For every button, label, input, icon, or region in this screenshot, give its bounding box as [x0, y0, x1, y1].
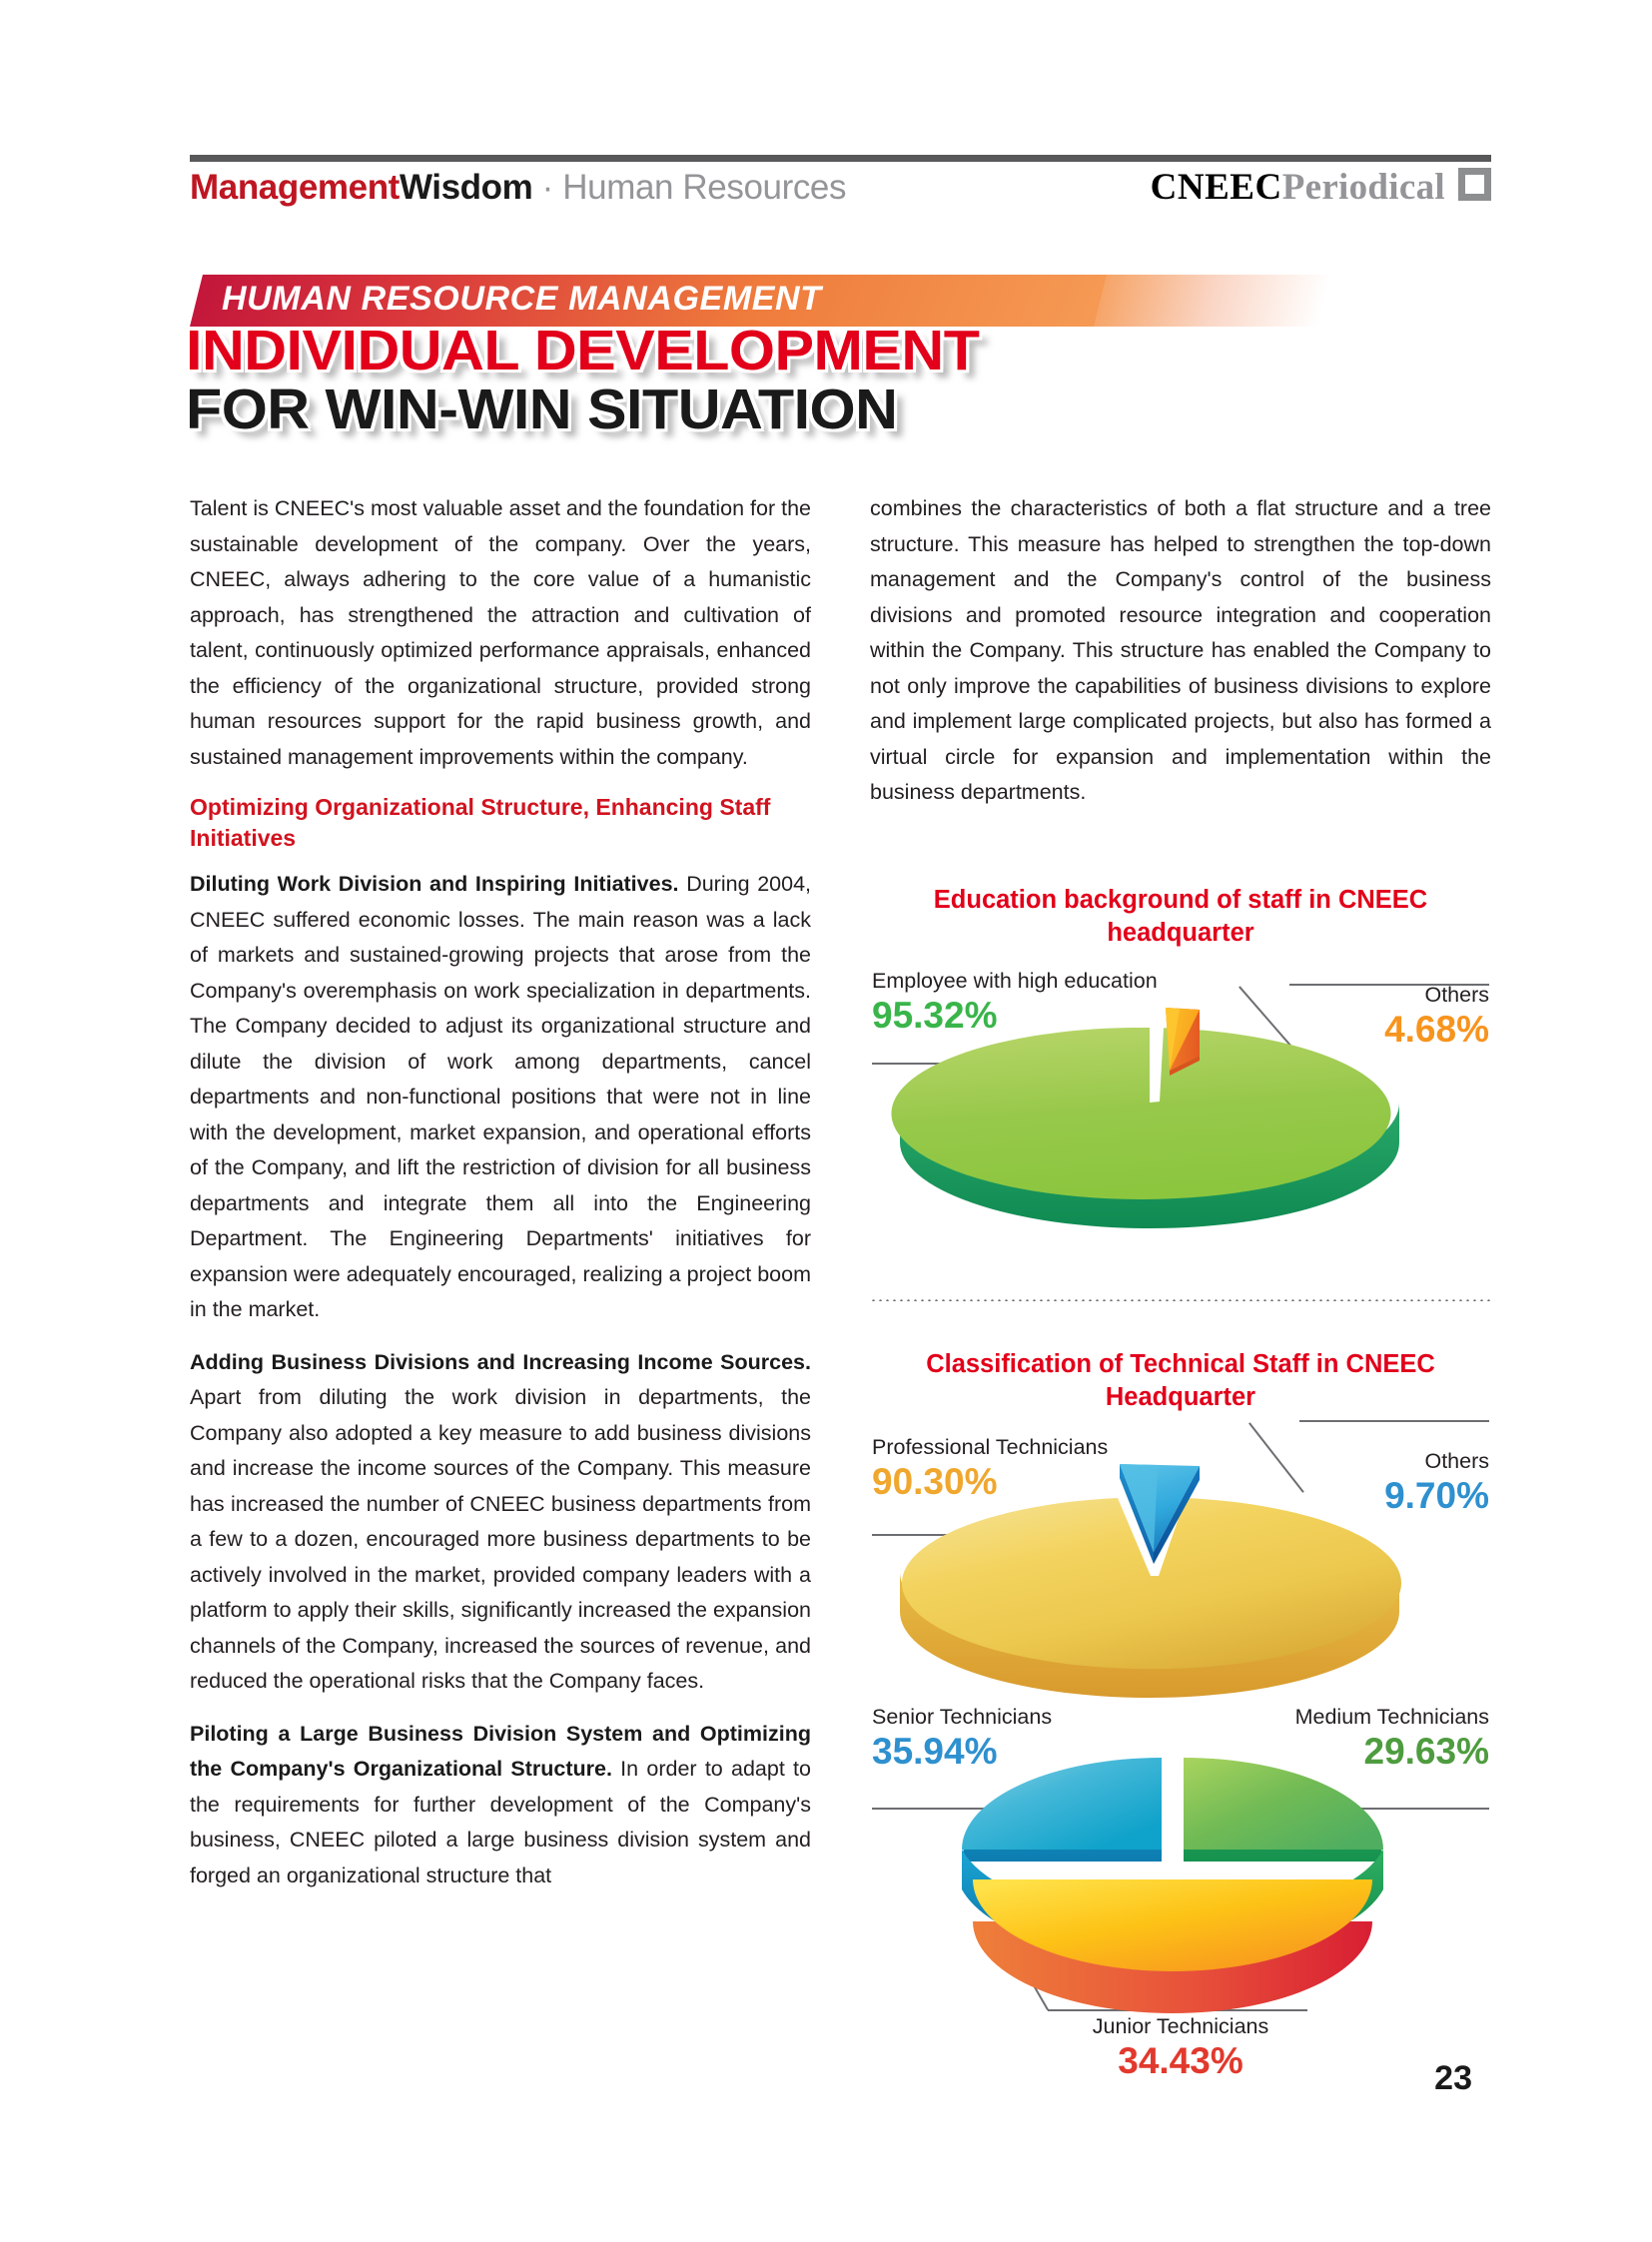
chart1-pie-graphic [891, 1008, 1399, 1228]
article-title-line1: INDIVIDUAL DEVELOPMENT [186, 319, 980, 382]
left-text-column: Talent is CNEEC's most valuable asset an… [190, 491, 811, 1893]
paragraph-piloting: Piloting a Large Business Division Syste… [190, 1717, 811, 1894]
kicker-gradient-tail [1069, 275, 1331, 327]
chart1-label-primary-name: Employee with high education [872, 969, 1158, 993]
chart1-figure: Employee with high education 95.32% Othe… [870, 968, 1491, 1272]
chart2-label-others: Others 9.70% [1384, 1448, 1489, 1517]
kicker-label: HUMAN RESOURCE MANAGEMENT [222, 280, 822, 318]
run-in-head-piloting: Piloting a Large Business Division Syste… [190, 1721, 811, 1782]
chart2-label-primary-name: Professional Technicians [872, 1435, 1109, 1459]
chart3-label-senior-value: 35.94% [872, 1731, 998, 1772]
chart2-title: Classification of Technical Staff in CNE… [926, 1350, 1435, 1411]
masthead-word-management: Management [190, 168, 400, 207]
paragraph-adding-text: Apart from diluting the work division in… [190, 1385, 811, 1693]
section-divider [870, 1298, 1491, 1301]
chart3-pie-graphic [962, 1758, 1383, 2013]
chart2-label-primary: Professional Technicians 90.30% [872, 1434, 1108, 1503]
article-title-line2: FOR WIN-WIN SITUATION [186, 377, 898, 441]
chart3-label-senior-name: Senior Technicians [872, 1705, 1053, 1729]
chart2-pie-graphic [900, 1464, 1401, 1698]
paragraph-piloting-text: In order to adapt to the requirements fo… [190, 1757, 811, 1887]
chart3-label-senior: Senior Technicians 35.94% [872, 1704, 1052, 1773]
chart3-label-medium-name: Medium Technicians [1294, 1705, 1489, 1729]
run-in-head-adding: Adding Business Divisions and Increasing… [190, 1349, 811, 1374]
page-header: ManagementWisdom · Human Resources CNEEC… [190, 166, 1491, 230]
header-rule [190, 155, 1491, 162]
paragraph-diluting-text: During 2004, CNEEC suffered economic los… [190, 872, 811, 1321]
chart1-label-others-value: 4.68% [1384, 1009, 1489, 1050]
run-in-head-diluting: Diluting Work Division and Inspiring Ini… [190, 872, 679, 896]
chart3-label-junior-value: 34.43% [1118, 2040, 1243, 2081]
chart3-label-medium: Medium Technicians 29.63% [1295, 1704, 1489, 1773]
chart1-title: Education background of staff in CNEEC h… [933, 886, 1428, 947]
chart3-leader-medium-h [1359, 1808, 1489, 1810]
chart1-label-others: Others 4.68% [1384, 982, 1489, 1051]
paragraph-intro: Talent is CNEEC's most valuable asset an… [190, 496, 811, 769]
logo-cneec: CNEEC [1150, 167, 1282, 208]
chart3-figure: Senior Technicians 35.94% Medium Technic… [870, 1704, 1491, 2103]
paragraph-continuation: combines the characteristics of both a f… [870, 496, 1491, 804]
chart2-label-primary-value: 90.30% [872, 1461, 998, 1502]
chart-education-background: Education background of staff in CNEEC h… [870, 884, 1491, 1272]
chart-technical-staff-classification: Classification of Technical Staff in CNE… [870, 1348, 1491, 1734]
logo-periodical: Periodical [1281, 167, 1445, 208]
publication-logo: CNEECPeriodical [1151, 166, 1491, 209]
paragraph-diluting: Diluting Work Division and Inspiring Ini… [190, 867, 811, 1328]
chart1-label-primary: Employee with high education 95.32% [872, 968, 1158, 1037]
article-kicker-banner: HUMAN RESOURCE MANAGEMENT [190, 275, 1331, 327]
masthead: ManagementWisdom · Human Resources [190, 168, 846, 208]
chart3-label-medium-value: 29.63% [1363, 1731, 1490, 1772]
logo-square-icon [1458, 168, 1491, 201]
paragraph-adding-divisions: Adding Business Divisions and Increasing… [190, 1345, 811, 1700]
chart2-label-others-value: 9.70% [1384, 1475, 1489, 1516]
article-title: INDIVIDUAL DEVELOPMENT FOR WIN-WIN SITUA… [186, 322, 1384, 439]
chart1-label-others-name: Others [1424, 983, 1489, 1007]
chart1-leader-others-h [1289, 984, 1489, 986]
chart-technician-breakdown: Senior Technicians 35.94% Medium Technic… [870, 1704, 1491, 2103]
chart1-label-primary-value: 95.32% [872, 995, 998, 1036]
chart2-leader-others-h [1299, 1420, 1489, 1422]
chart3-label-junior-name: Junior Technicians [1092, 2014, 1269, 2038]
masthead-word-wisdom: Wisdom [399, 168, 533, 207]
chart3-label-junior: Junior Technicians 34.43% [870, 2013, 1491, 2082]
right-text-column: combines the characteristics of both a f… [870, 491, 1491, 828]
chart3-leader-senior-h [872, 1808, 1020, 1810]
page-number: 23 [1434, 2059, 1472, 2097]
chart2-figure: Professional Technicians 90.30% Others 9… [870, 1420, 1491, 1734]
chart2-label-others-name: Others [1424, 1449, 1489, 1473]
masthead-section: · Human Resources [532, 168, 847, 207]
section-heading-optimizing: Optimizing Organizational Structure, Enh… [190, 794, 771, 851]
